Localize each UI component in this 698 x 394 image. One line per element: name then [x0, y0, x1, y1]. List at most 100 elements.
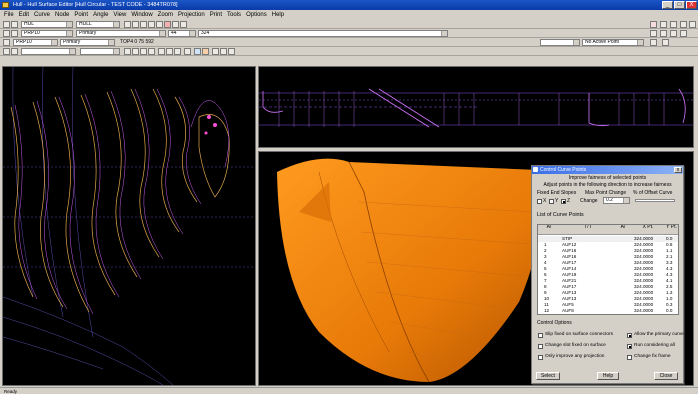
- menu-view[interactable]: View: [113, 12, 127, 18]
- tool-icon-8[interactable]: [180, 21, 187, 28]
- snap-icon[interactable]: [3, 39, 10, 46]
- tool-icon-14[interactable]: [660, 30, 667, 37]
- view-icon-1[interactable]: [3, 48, 10, 55]
- axis-z-checkbox[interactable]: [561, 199, 566, 204]
- tool-icon-18[interactable]: [662, 39, 669, 46]
- tool-icon-11[interactable]: [680, 21, 687, 28]
- view-icon-8[interactable]: [166, 48, 173, 55]
- opt6-checkbox[interactable]: [627, 355, 632, 360]
- menu-tools[interactable]: Tools: [227, 12, 242, 18]
- body-plan-viewport[interactable]: [2, 66, 256, 386]
- opt2-checkbox[interactable]: [538, 344, 543, 349]
- menu-options[interactable]: Options: [246, 12, 267, 18]
- tool-icon-6[interactable]: [164, 21, 171, 28]
- menu-zoom[interactable]: Zoom: [157, 12, 174, 18]
- tool-icon-15[interactable]: [670, 30, 677, 37]
- toolbar-primary: HUL HULL: [0, 20, 698, 29]
- station-combo[interactable]: 44: [168, 30, 196, 37]
- menu-point[interactable]: Point: [74, 12, 89, 18]
- tool-icon-7[interactable]: [172, 21, 179, 28]
- delete-icon[interactable]: [650, 21, 657, 28]
- axis-x-checkbox[interactable]: [537, 199, 542, 204]
- new-icon[interactable]: [3, 21, 10, 28]
- view-combo-2[interactable]: [80, 48, 120, 55]
- point-combo[interactable]: [540, 39, 580, 46]
- curve-combo[interactable]: PRP10: [21, 30, 73, 37]
- table-row[interactable]: 7 AUF21 324.0000 4.1: [538, 278, 678, 284]
- view-icon-3[interactable]: [124, 48, 131, 55]
- menu-edit[interactable]: Edit: [18, 12, 30, 18]
- menu-file[interactable]: File: [4, 12, 14, 18]
- primary-list-combo[interactable]: Primary: [60, 39, 115, 46]
- opt1-checkbox[interactable]: [538, 333, 543, 338]
- table-row[interactable]: 9 AUF13 324.0000 1.3: [538, 290, 678, 296]
- dialog-close-icon[interactable]: x: [674, 167, 682, 173]
- view-icon-9[interactable]: [174, 48, 181, 55]
- curve-icon[interactable]: [3, 30, 10, 37]
- change-value-combo[interactable]: 0.2: [603, 197, 630, 204]
- minimize-button[interactable]: _: [662, 1, 673, 9]
- table-row[interactable]: 12 AUF8 324.0000 0.0: [538, 308, 678, 314]
- table-row[interactable]: 4 AUF17 324.0000 3.3: [538, 260, 678, 266]
- table-row[interactable]: 8 AUF17 324.0000 2.5: [538, 284, 678, 290]
- select-button[interactable]: Select: [536, 372, 560, 380]
- table-row[interactable]: 5 AUF14 324.0000 4.3: [538, 266, 678, 272]
- dialog-close-button[interactable]: Close: [654, 372, 678, 380]
- tool-icon-16[interactable]: [680, 30, 687, 37]
- tool-icon-12[interactable]: [689, 21, 696, 28]
- tool-icon-9[interactable]: [660, 21, 667, 28]
- view-icon-5[interactable]: [140, 48, 147, 55]
- view-icon-2[interactable]: [11, 48, 18, 55]
- change-slider[interactable]: [635, 199, 675, 202]
- table-row[interactable]: 2 AUF16 324.0000 1.1: [538, 248, 678, 254]
- active-point-combo[interactable]: No Active Point: [582, 39, 644, 46]
- tool-icon-2[interactable]: [132, 21, 139, 28]
- table-row[interactable]: 6 AUF19 324.0000 4.3: [538, 272, 678, 278]
- value-combo[interactable]: 324: [198, 30, 448, 37]
- maximize-button[interactable]: □: [674, 1, 685, 9]
- view-icon-4[interactable]: [132, 48, 139, 55]
- table-row[interactable]: STIP 324.0000 0.0: [538, 236, 678, 242]
- table-row[interactable]: 11 AUF5 324.0000 0.3: [538, 302, 678, 308]
- dialog-title: Control Curve Points: [540, 167, 587, 173]
- view-icon-13[interactable]: [212, 48, 219, 55]
- opt4-checkbox[interactable]: [627, 333, 632, 338]
- table-row[interactable]: 10 AUF13 324.0000 1.0: [538, 296, 678, 302]
- menu-projection[interactable]: Projection: [178, 12, 205, 18]
- layer-combo[interactable]: HUL: [21, 21, 73, 28]
- menu-curve[interactable]: Curve: [34, 12, 51, 18]
- tool-icon-4[interactable]: [148, 21, 155, 28]
- view-icon-14[interactable]: [220, 48, 227, 55]
- view-icon-12[interactable]: [202, 48, 209, 55]
- prp-combo[interactable]: PRP10: [13, 39, 58, 46]
- view-icon-11[interactable]: [194, 48, 201, 55]
- curve-icon-2[interactable]: [11, 30, 18, 37]
- close-button[interactable]: X: [686, 1, 697, 9]
- tool-icon-10[interactable]: [670, 21, 677, 28]
- hull-combo[interactable]: HULL: [76, 21, 120, 28]
- menu-print[interactable]: Print: [209, 12, 223, 18]
- tool-icon-13[interactable]: [650, 30, 657, 37]
- tool-icon-17[interactable]: [650, 39, 657, 46]
- tool-icon-3[interactable]: [140, 21, 147, 28]
- view-icon-6[interactable]: [148, 48, 155, 55]
- menu-node[interactable]: Node: [55, 12, 70, 18]
- view-icon-15[interactable]: [228, 48, 235, 55]
- tool-icon-1[interactable]: [124, 21, 131, 28]
- menu-help[interactable]: Help: [271, 12, 285, 18]
- axis-y-checkbox[interactable]: [549, 199, 554, 204]
- view-icon-10[interactable]: [184, 48, 191, 55]
- menu-angle[interactable]: Angle: [93, 12, 109, 18]
- primary-combo[interactable]: Primary: [76, 30, 166, 37]
- table-row[interactable]: 1 AUF12 324.0000 0.8: [538, 242, 678, 248]
- view-icon-7[interactable]: [158, 48, 165, 55]
- opt3-checkbox[interactable]: [538, 355, 543, 360]
- opt5-checkbox[interactable]: [627, 344, 632, 349]
- view-combo[interactable]: [21, 48, 76, 55]
- help-button[interactable]: Help: [597, 372, 619, 380]
- table-row[interactable]: 3 AUF16 324.0000 2.1: [538, 254, 678, 260]
- open-icon[interactable]: [11, 21, 18, 28]
- menu-window[interactable]: Window: [131, 12, 153, 18]
- profile-viewport[interactable]: [258, 66, 694, 148]
- tool-icon-5[interactable]: [156, 21, 163, 28]
